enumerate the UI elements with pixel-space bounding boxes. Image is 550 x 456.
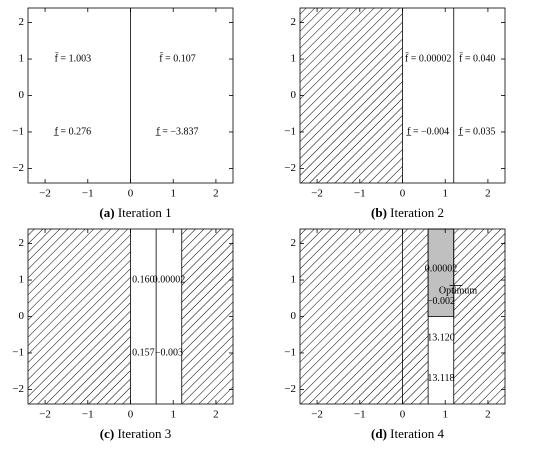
caption: (d) Iteration 4 (371, 426, 444, 441)
x-tick-label: −1 (354, 409, 366, 421)
y-tick-label: −1 (12, 346, 24, 358)
x-tick-label: 0 (128, 409, 134, 421)
x-tick-label: −1 (82, 188, 94, 200)
x-tick-label: −2 (39, 188, 51, 200)
y-tick-label: 2 (19, 237, 25, 249)
annotation: f̲ = 0.035 (458, 126, 496, 137)
y-tick-label: 1 (19, 53, 25, 65)
annotation: f̄ = 0.107 (159, 52, 195, 64)
y-tick-label: −2 (12, 383, 24, 395)
annotation: 0.00002 (425, 263, 458, 274)
panel: −2 −1 0 1 2 −2 −1 0 1 2 f̄ = 0.00002 f̄ = 0.040 f̲ =… (284, 7, 506, 220)
y-tick-label: 2 (291, 237, 297, 249)
hatched-region (300, 229, 429, 404)
y-tick-label: 0 (291, 89, 297, 101)
y-tick-label: 0 (291, 310, 297, 322)
annotation: Optimum (439, 285, 478, 296)
hatched-region (453, 229, 505, 404)
x-tick-label: 1 (442, 188, 448, 200)
x-tick-label: 2 (485, 188, 491, 200)
caption-text: Iteration 4 (390, 426, 444, 441)
y-tick-label: −2 (284, 162, 296, 174)
y-tick-label: 2 (291, 16, 297, 28)
x-tick-label: −2 (311, 188, 323, 200)
hatched-region (300, 8, 403, 183)
x-tick-label: 2 (485, 409, 491, 421)
annotation: −0.002 (427, 296, 455, 307)
caption: (b) Iteration 2 (371, 205, 444, 220)
caption-label: (d) (371, 426, 387, 441)
panel: −2 −1 0 1 2 −2 −1 0 1 2 f̄ = 1.003 f̄ = 0.107 f̲ = 0… (12, 7, 234, 220)
y-tick-label: 1 (291, 274, 297, 286)
x-tick-label: 1 (442, 409, 448, 421)
x-tick-label: 0 (400, 409, 406, 421)
caption-label: (a) (99, 205, 114, 220)
annotation: 13.118 (427, 373, 454, 384)
y-tick-label: −1 (284, 346, 296, 358)
y-tick-label: −2 (12, 162, 24, 174)
caption: (a) Iteration 1 (99, 205, 171, 220)
y-tick-label: 0 (19, 310, 25, 322)
caption-text: Iteration 2 (390, 205, 444, 220)
shaded-region (427, 228, 455, 317)
annotation: 0.160 (132, 274, 155, 285)
annotation: f̄ = 0.040 (459, 52, 495, 64)
annotation: −0.003 (155, 347, 183, 358)
x-tick-label: 2 (213, 188, 219, 200)
caption: (c) Iteration 3 (100, 426, 171, 441)
annotation: f̲ = 0.276 (53, 126, 91, 137)
y-tick-label: 2 (19, 16, 25, 28)
x-tick-label: 0 (128, 188, 134, 200)
y-tick-label: −2 (284, 383, 296, 395)
y-tick-label: 0 (19, 89, 25, 101)
annotation: f̲ = −0.004 (406, 126, 449, 137)
hatched-region (28, 229, 131, 404)
y-tick-label: 1 (291, 53, 297, 65)
caption-label: (c) (100, 426, 114, 441)
annotation: 0.00002 (153, 274, 186, 285)
caption-label: (b) (371, 205, 387, 220)
annotation: 13.120 (427, 333, 455, 344)
caption-text: Iteration 1 (118, 205, 172, 220)
y-tick-label: −1 (284, 125, 296, 137)
annotation: f̲ = −3.837 (155, 126, 198, 137)
annotation: f̄ = 1.003 (55, 52, 91, 64)
x-tick-label: −2 (311, 409, 323, 421)
annotation: 0.157 (132, 347, 155, 358)
y-tick-label: 1 (19, 274, 25, 286)
x-tick-label: −1 (354, 188, 366, 200)
x-tick-label: −2 (39, 409, 51, 421)
x-tick-label: −1 (82, 409, 94, 421)
y-tick-label: −1 (12, 125, 24, 137)
annotation: f̄ = 0.00002 (405, 52, 451, 64)
hatched-region (181, 229, 233, 404)
panel: −2 −1 0 1 2 −2 −1 0 1 2 0.00002 −0.002 13.120 13.118 O… (284, 228, 506, 441)
x-tick-label: 0 (400, 188, 406, 200)
caption-text: Iteration 3 (117, 426, 171, 441)
x-tick-label: 2 (213, 409, 219, 421)
x-tick-label: 1 (170, 409, 176, 421)
x-tick-label: 1 (170, 188, 176, 200)
